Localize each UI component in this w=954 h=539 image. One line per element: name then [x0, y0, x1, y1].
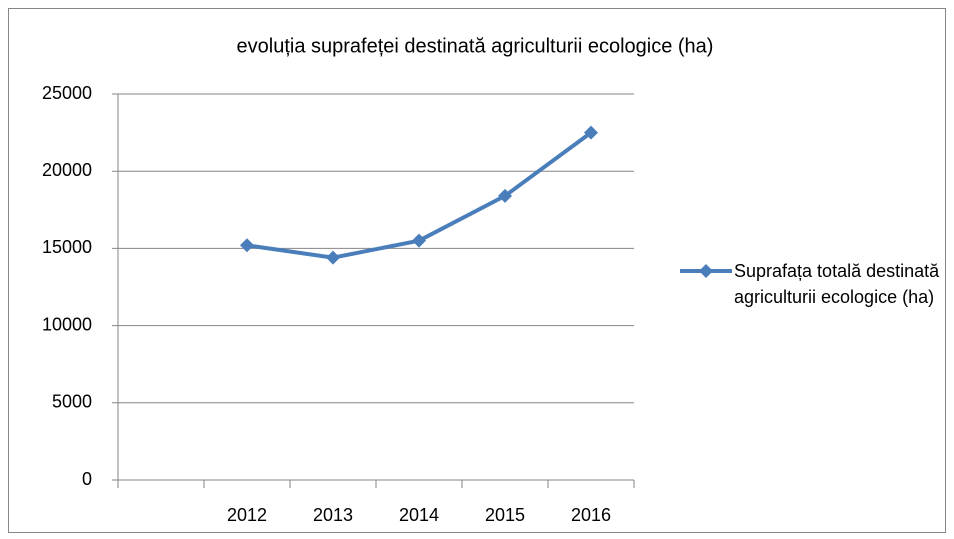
chart-title: evoluția suprafeței destinată agricultur…	[237, 35, 714, 57]
data-point	[498, 188, 512, 203]
x-tick-label: 2016	[571, 505, 611, 525]
x-tick-label: 2013	[313, 505, 353, 525]
x-tick-label: 2015	[485, 505, 525, 525]
y-tick-label: 0	[82, 469, 92, 489]
x-tick-label: 2012	[227, 505, 267, 525]
y-tick-label: 25000	[42, 83, 92, 103]
y-tick-label: 15000	[42, 237, 92, 257]
y-tick-label: 20000	[42, 160, 92, 180]
chart-frame	[8, 8, 946, 533]
data-point	[412, 233, 426, 248]
data-point	[240, 238, 254, 253]
data-point	[584, 125, 598, 140]
y-tick-label: 10000	[42, 314, 92, 334]
legend-label: Suprafața totală destinată agriculturii …	[734, 261, 940, 307]
data-point	[326, 250, 340, 265]
legend-marker	[699, 264, 713, 278]
y-tick-label: 5000	[52, 392, 92, 412]
x-tick-label: 2014	[399, 505, 439, 525]
